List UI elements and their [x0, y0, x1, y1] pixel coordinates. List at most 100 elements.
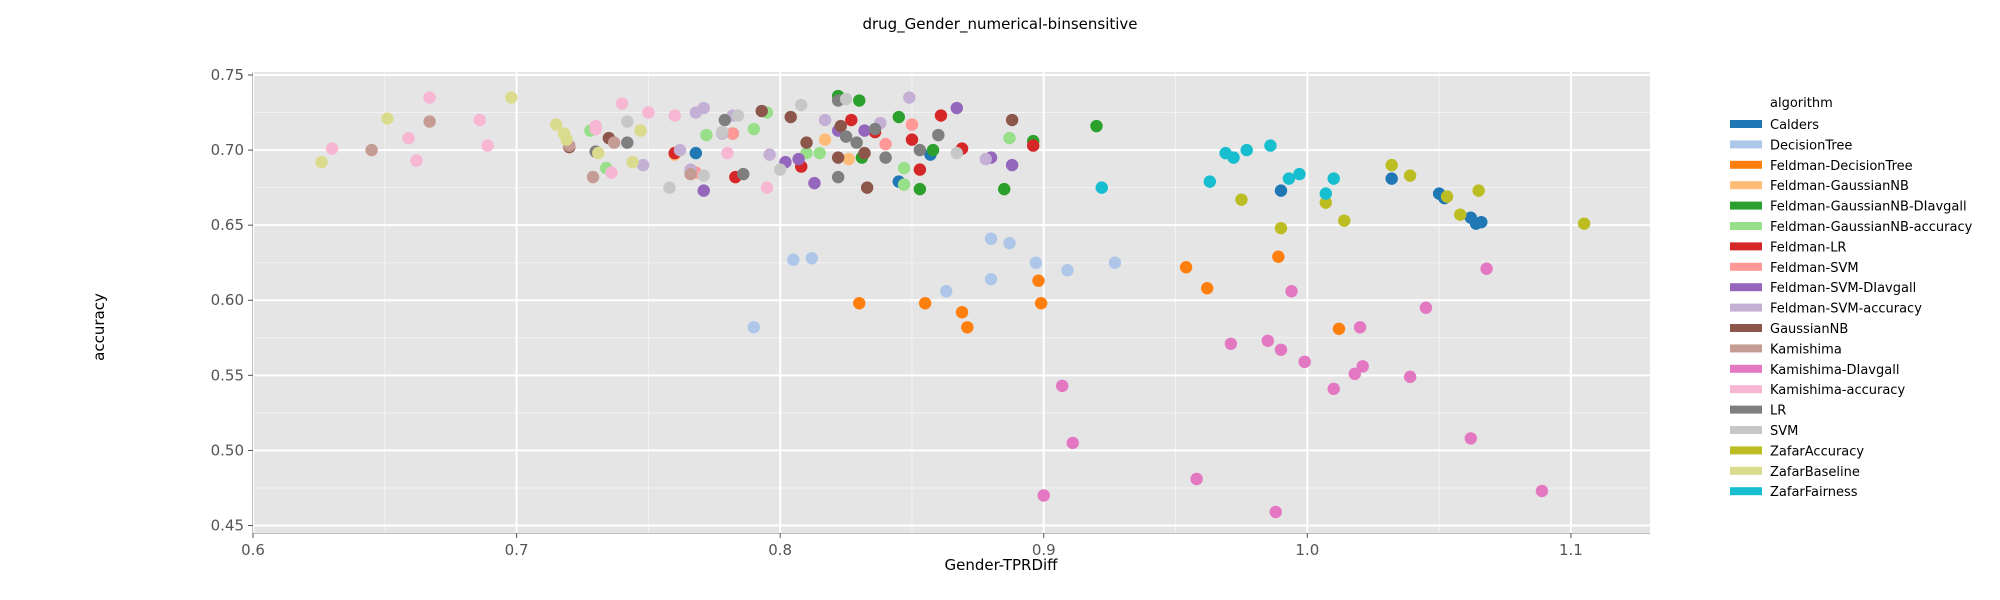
data-point [473, 113, 486, 127]
data-point [626, 155, 639, 169]
chart-title: drug_Gender_numerical-binsensitive [862, 15, 1137, 34]
data-point [592, 146, 605, 160]
data-point [1037, 489, 1050, 502]
x-tick-label: 0.7 [505, 541, 529, 559]
data-point [1066, 436, 1079, 450]
data-point [905, 118, 919, 131]
data-point [1319, 187, 1332, 200]
legend-label: DecisionTree [1770, 138, 1852, 153]
data-point [747, 321, 761, 334]
data-point [1403, 169, 1417, 182]
data-point [697, 184, 710, 197]
data-point [1285, 285, 1298, 298]
legend-label: ZafarFairness [1770, 485, 1858, 500]
data-point [1274, 221, 1288, 235]
legend-swatch [1730, 487, 1762, 496]
y-tick-label: 0.45 [211, 516, 244, 534]
data-point [1227, 151, 1240, 164]
data-point [940, 285, 953, 298]
data-point [1005, 113, 1019, 127]
data-point [1319, 196, 1332, 209]
data-point [926, 143, 940, 157]
legend-swatch [1730, 222, 1762, 230]
data-point [998, 182, 1011, 196]
data-point [731, 109, 745, 122]
legend-swatch [1730, 344, 1762, 353]
data-point [903, 91, 916, 104]
data-point [697, 169, 710, 182]
data-point [586, 170, 600, 184]
data-point [715, 125, 729, 139]
data-point [1298, 355, 1311, 369]
data-point [1240, 143, 1253, 157]
data-point [1475, 215, 1488, 229]
data-point [1282, 172, 1296, 185]
data-point [842, 152, 855, 166]
data-point [818, 133, 832, 146]
legend-swatch [1730, 242, 1762, 251]
data-point [726, 127, 739, 140]
data-point [1332, 322, 1346, 335]
data-point [1338, 214, 1351, 227]
data-point [831, 170, 845, 184]
legend-label: Feldman-SVM-DIavgall [1770, 281, 1916, 296]
y-tick-label: 0.50 [211, 441, 244, 459]
data-point [950, 146, 963, 160]
data-point [560, 133, 573, 146]
data-point [845, 113, 858, 127]
legend-swatch [1730, 262, 1762, 271]
data-point [615, 97, 629, 110]
data-point [897, 178, 911, 191]
data-point [773, 163, 787, 176]
data-point [1327, 382, 1340, 396]
legend-swatch [1730, 385, 1762, 394]
data-point [1034, 297, 1048, 310]
legend-label: Feldman-GaussianNB [1770, 179, 1909, 194]
data-point [839, 130, 853, 143]
data-point [718, 113, 732, 127]
data-point [1179, 261, 1193, 274]
data-point [549, 118, 563, 131]
data-point [760, 181, 774, 194]
data-point [737, 167, 750, 181]
data-point [950, 101, 963, 115]
legend-label: Kamishima-accuracy [1770, 383, 1905, 398]
y-tick-label: 0.55 [211, 366, 244, 384]
legend-label: Feldman-GaussianNB-accuracy [1770, 220, 1973, 235]
data-point [1235, 193, 1248, 206]
data-point [663, 181, 676, 194]
data-point [605, 166, 618, 179]
data-point [325, 142, 339, 155]
data-point [668, 109, 681, 122]
data-point [984, 232, 998, 245]
data-point [1203, 175, 1217, 188]
data-point [315, 155, 328, 169]
data-point [621, 136, 634, 149]
x-tick-label: 1.1 [1559, 541, 1583, 559]
data-point [897, 161, 911, 175]
data-point [1472, 184, 1485, 197]
legend-swatch [1730, 303, 1762, 312]
legend-label: ZafarAccuracy [1770, 444, 1864, 459]
data-point [868, 122, 882, 136]
data-point [905, 133, 919, 146]
data-point [1200, 282, 1214, 295]
data-point [1003, 236, 1016, 250]
data-point [1356, 360, 1369, 373]
legend-label: ZafarBaseline [1770, 465, 1860, 480]
data-point [636, 158, 650, 172]
data-point [763, 148, 776, 161]
data-point [858, 124, 871, 137]
data-point [787, 253, 800, 266]
data-point [1348, 367, 1361, 381]
legend-label: Feldman-GaussianNB-DIavgall [1770, 200, 1967, 215]
data-point [932, 128, 945, 142]
data-point [808, 176, 821, 190]
grid-lines [252, 72, 1650, 533]
legend-swatch [1730, 324, 1762, 332]
y-axis-label: accuracy [90, 293, 108, 361]
data-point [834, 119, 847, 133]
data-point [795, 98, 808, 112]
legend-swatch [1730, 466, 1762, 475]
